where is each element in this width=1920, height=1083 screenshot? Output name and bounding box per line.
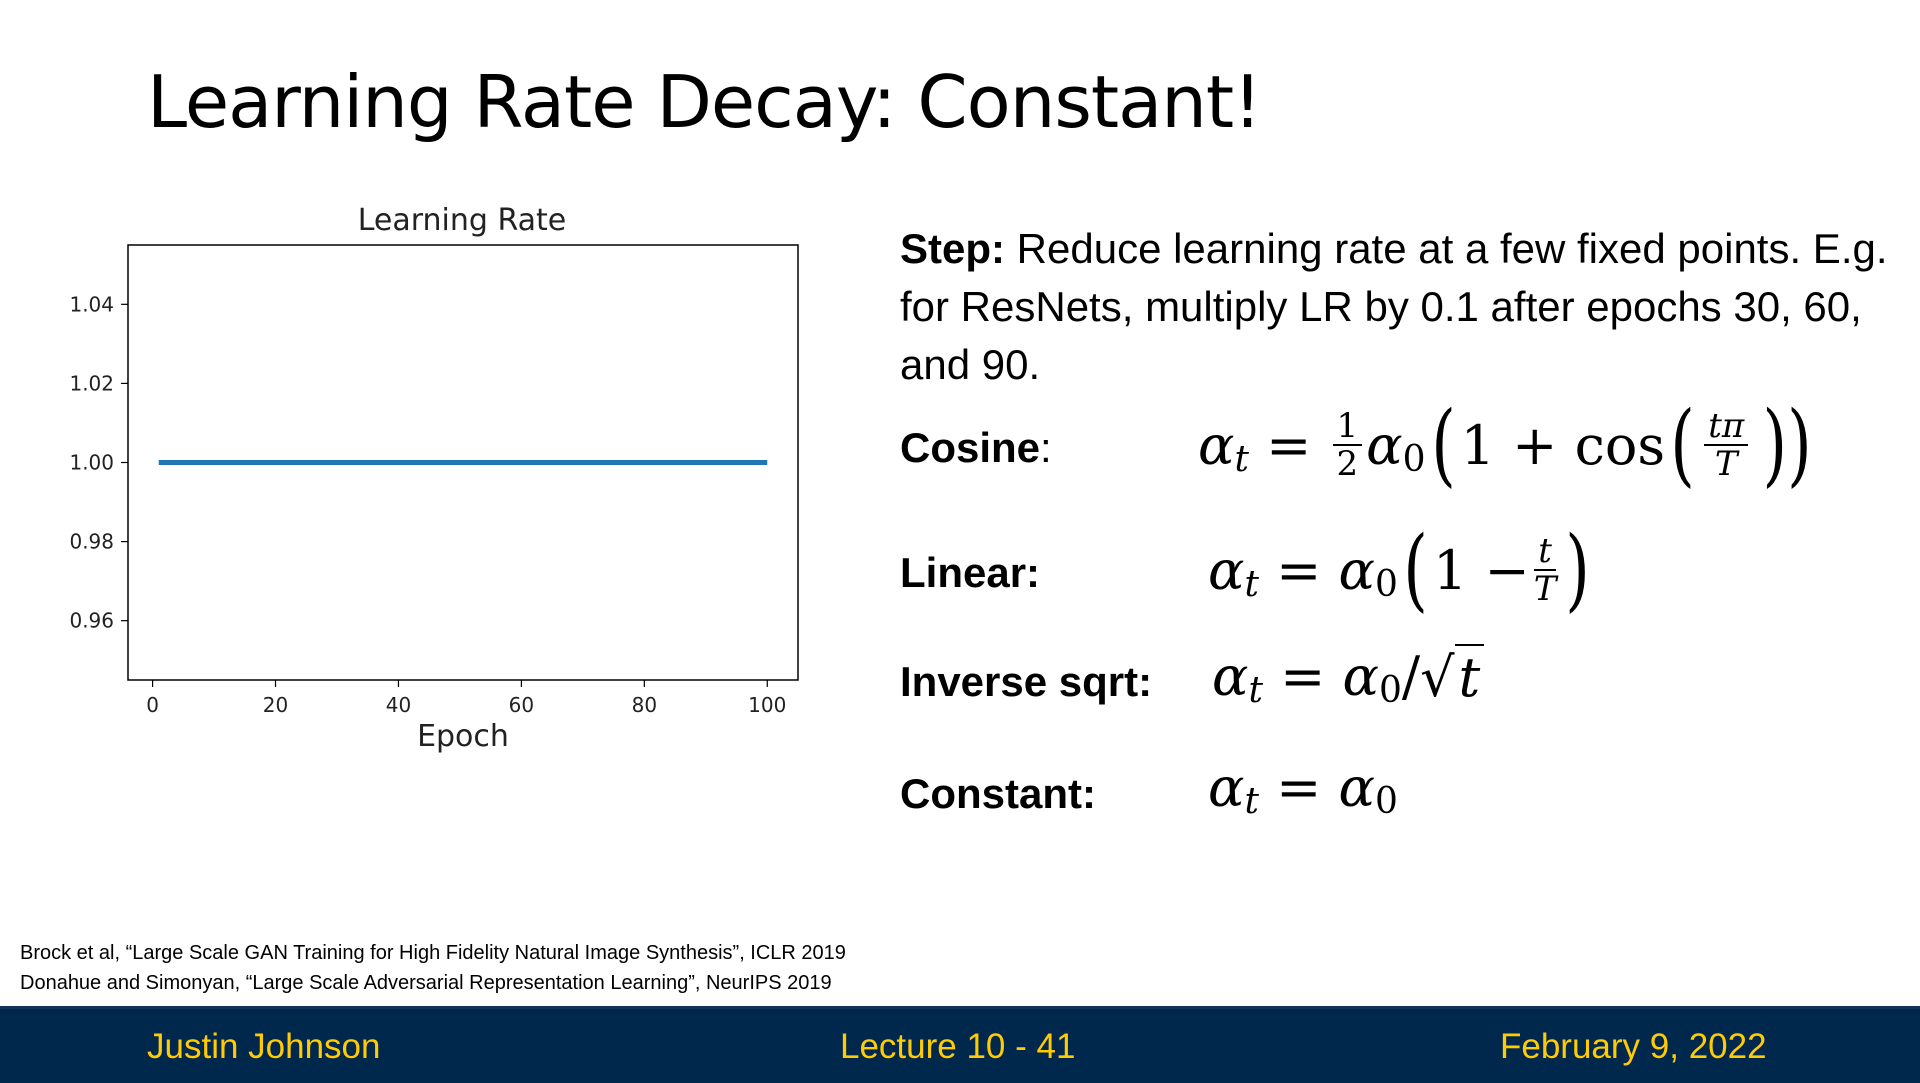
footer-lecture: Lecture 10 - 41 bbox=[840, 1027, 1076, 1066]
step-label: Step: bbox=[900, 225, 1005, 272]
references: Brock et al, “Large Scale GAN Training f… bbox=[20, 938, 846, 998]
y-axis-ticks: 0.96 0.98 1.00 1.02 1.04 bbox=[69, 292, 128, 633]
slide-title-bold: Learning Rate Decay bbox=[147, 60, 873, 144]
step-description: Step: Reduce learning rate at a few fixe… bbox=[900, 220, 1900, 394]
reference-item: Brock et al, “Large Scale GAN Training f… bbox=[20, 942, 846, 964]
learning-rate-chart: Learning Rate 0 20 40 60 80 100 0.96 0.98 1.00 1… bbox=[69, 203, 799, 754]
slide-title-rest: : Constant! bbox=[872, 60, 1262, 144]
footer-author: Justin Johnson bbox=[147, 1027, 381, 1066]
chart-title: Learning Rate bbox=[358, 203, 567, 238]
y-tick-label: 1.00 bbox=[69, 451, 114, 475]
cosine-label: Cosine: bbox=[900, 424, 1052, 471]
x-tick-label: 60 bbox=[509, 693, 534, 717]
y-tick-label: 0.96 bbox=[69, 609, 114, 633]
constant-label: Constant: bbox=[900, 770, 1096, 817]
y-tick-label: 1.02 bbox=[69, 371, 114, 395]
footer-date: February 9, 2022 bbox=[1500, 1027, 1767, 1066]
inverse-sqrt-label: Inverse sqrt: bbox=[900, 658, 1153, 705]
x-tick-label: 80 bbox=[632, 693, 657, 717]
step-text: Reduce learning rate at a few fixed poin… bbox=[900, 225, 1888, 388]
linear-label: Linear: bbox=[900, 549, 1041, 596]
reference-item: Donahue and Simonyan, “Large Scale Adver… bbox=[20, 972, 832, 994]
slide-title: Learning Rate Decay: Constant! bbox=[147, 60, 1262, 144]
y-tick-label: 0.98 bbox=[69, 530, 114, 554]
x-axis-label: Epoch bbox=[417, 719, 509, 754]
x-tick-label: 0 bbox=[146, 693, 159, 717]
footer-bar: Justin Johnson Lecture 10 - 41 February … bbox=[0, 1006, 1920, 1083]
x-tick-label: 20 bbox=[263, 693, 288, 717]
x-tick-label: 40 bbox=[386, 693, 411, 717]
x-axis-ticks: 0 20 40 60 80 100 bbox=[146, 680, 786, 717]
y-tick-label: 1.04 bbox=[69, 292, 114, 316]
x-tick-label: 100 bbox=[748, 693, 786, 717]
